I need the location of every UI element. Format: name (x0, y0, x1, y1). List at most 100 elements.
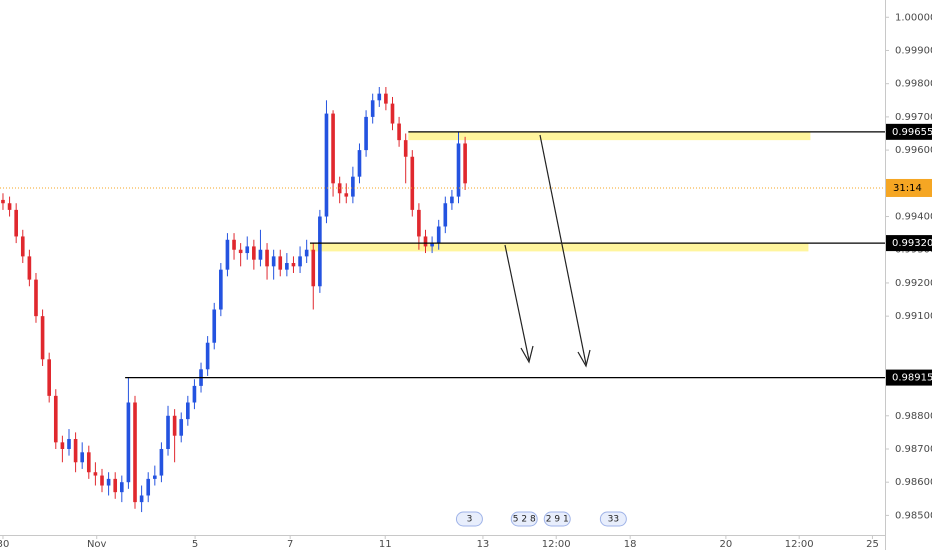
candle-body (430, 243, 434, 247)
candle-body (377, 93, 382, 101)
arrows (504, 134, 591, 368)
event-label: 33 (608, 515, 619, 525)
level-box (886, 123, 932, 140)
candle-body (403, 140, 408, 157)
candle-body (357, 150, 362, 177)
candle-body (344, 193, 349, 197)
candle-body (20, 236, 25, 257)
candle-body (278, 256, 283, 270)
candle-body (27, 256, 32, 280)
x-tick-label: 18 (624, 539, 637, 550)
candle-body (40, 316, 45, 360)
candle-body (172, 415, 177, 436)
candle-body (370, 100, 375, 117)
level-label: 0.98915 (892, 373, 932, 384)
candle-body (390, 103, 395, 124)
event-badge (455, 511, 483, 527)
candle-body (205, 342, 210, 370)
candle-body (271, 256, 276, 267)
event-label: 5 2 8 (513, 515, 536, 525)
candle-body (225, 239, 230, 270)
zones-layer (309, 131, 811, 252)
x-tick-label: 20 (720, 539, 733, 550)
candle-body (423, 236, 428, 247)
arrow-head (520, 345, 534, 364)
candle-body (159, 448, 164, 476)
candle-body (324, 113, 329, 217)
candle-body (7, 203, 12, 210)
candle-body (126, 402, 131, 483)
candle-body (212, 309, 217, 343)
candle-body (166, 415, 170, 449)
candle-body (60, 442, 65, 449)
candle-body (67, 439, 71, 449)
candle-body (47, 359, 52, 396)
candle-body (417, 209, 421, 237)
x-tick-label: 25 (866, 539, 879, 550)
candle-body (364, 116, 368, 151)
candle-body (331, 113, 335, 184)
candle-body (238, 249, 243, 254)
candle-body (291, 263, 296, 267)
event-label: 3 (467, 515, 473, 525)
level-label: 0.99320 (892, 238, 932, 249)
candle-body (192, 385, 197, 403)
candle-body (113, 478, 118, 493)
arrow (504, 244, 530, 361)
candle-body (285, 263, 289, 270)
candle-body (1, 199, 5, 204)
x-tick-label: 12:00 (542, 539, 571, 550)
candle-body (311, 249, 316, 287)
candle-body (463, 143, 467, 184)
y-tick-label: 0.99900 (895, 45, 932, 56)
candle-body (265, 249, 269, 267)
candle-body (252, 246, 256, 260)
candle-body (232, 239, 236, 250)
arrow-head (577, 349, 591, 368)
x-tick-label: 7 (287, 539, 293, 550)
candle-body (53, 395, 58, 443)
arrow (539, 134, 587, 365)
event-badge (510, 511, 538, 527)
x-tick-label: 12:00 (785, 539, 814, 550)
event-badge (543, 511, 571, 527)
event-label: 2 9 1 (546, 515, 569, 525)
candle-body (100, 475, 104, 486)
candle-body (410, 156, 415, 210)
axis-layer: 0.985000.986000.987000.988000.989000.991… (0, 12, 932, 550)
candle-body (436, 226, 441, 244)
candle-body (318, 216, 322, 287)
candle-body (179, 419, 184, 436)
candle-body (14, 209, 18, 237)
candle-body (456, 143, 461, 197)
candle-body (351, 176, 355, 197)
x-tick-label: Nov (87, 539, 107, 550)
event-badge (599, 511, 627, 527)
level-box (886, 235, 932, 252)
x-tick-label: 5 (192, 539, 198, 550)
x-tick-label: 30 (0, 539, 9, 550)
candle-body (384, 93, 388, 104)
candle-body (86, 452, 91, 473)
candle-body (258, 249, 263, 260)
zone (309, 243, 809, 252)
candle-body (219, 269, 223, 310)
levels-layer (0, 131, 885, 379)
candle-body (93, 472, 98, 476)
candle-body (34, 279, 38, 317)
candle-body (186, 402, 190, 420)
candle-body (304, 249, 309, 257)
candle-body (139, 495, 144, 503)
candle-body (153, 475, 157, 479)
candle-body (73, 439, 78, 463)
